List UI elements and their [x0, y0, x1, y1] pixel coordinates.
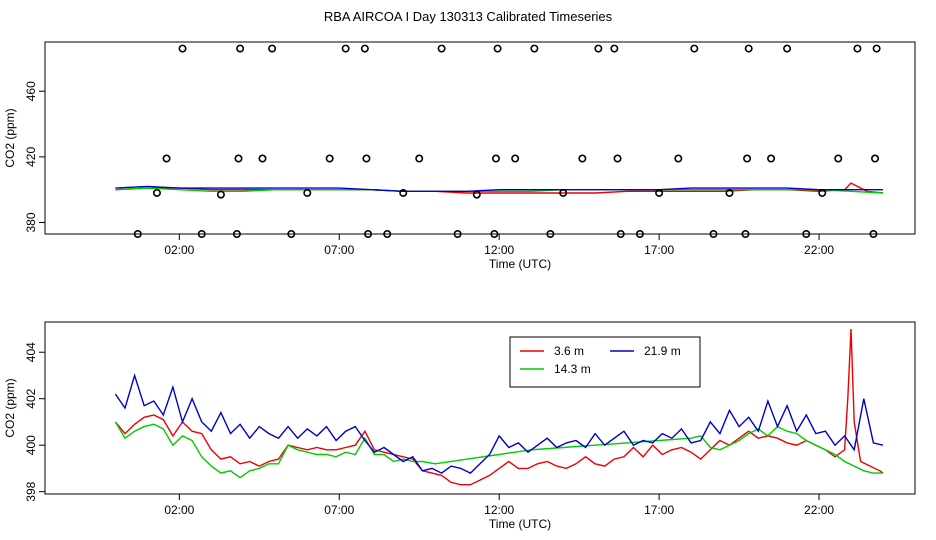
flag-point	[594, 44, 603, 53]
flag-point	[178, 44, 187, 53]
panel-1: 02:00 07:00 12:00 17:00 22:00 380 420 460 Time (…	[3, 41, 916, 271]
flag-point	[325, 154, 334, 163]
x-tick-label: 17:00	[644, 243, 674, 257]
flag-point	[741, 230, 750, 239]
x-tick-label: 12:00	[484, 243, 514, 257]
flag-point	[341, 44, 350, 53]
flag-point	[690, 44, 699, 53]
flag-point	[744, 44, 753, 53]
y-tick-label: 398	[24, 481, 38, 501]
flag-point	[610, 44, 619, 53]
flag-point	[818, 188, 827, 197]
y-axis-label: CO2 (ppm)	[3, 378, 17, 437]
x-tick-label: 17:00	[644, 503, 674, 517]
x-tick-label: 07:00	[324, 503, 354, 517]
series-line-21-9-m	[115, 185, 883, 193]
y-tick-label: 402	[24, 388, 38, 408]
flag-point	[364, 230, 373, 239]
flag-point	[802, 230, 811, 239]
legend-label: 3.6 m	[554, 344, 584, 358]
flag-point	[616, 230, 625, 239]
flag-point	[490, 230, 499, 239]
legend-label: 21.9 m	[644, 344, 681, 358]
flag-point	[491, 154, 500, 163]
series-line-14-3-m	[114, 421, 883, 479]
x-axis-label: Time (UTC)	[489, 257, 551, 271]
legend-label: 14.3 m	[554, 362, 591, 376]
flag-point	[216, 190, 225, 199]
plot-frame	[44, 321, 916, 495]
flag-point	[530, 44, 539, 53]
flag-point	[709, 230, 718, 239]
flag-point	[655, 188, 664, 197]
series-line-14-3-m	[115, 187, 884, 194]
flag-point	[362, 154, 371, 163]
flag-point	[613, 154, 622, 163]
flag-point	[152, 188, 161, 197]
x-tick-label: 22:00	[804, 503, 834, 517]
flag-point	[303, 188, 312, 197]
flag-point	[725, 188, 734, 197]
y-tick-label: 400	[24, 435, 38, 455]
flag-point	[437, 44, 446, 53]
flag-point	[767, 154, 776, 163]
flag-point	[472, 190, 481, 199]
y-tick-label: 420	[24, 147, 38, 167]
x-tick-label: 12:00	[484, 503, 514, 517]
flag-point	[383, 230, 392, 239]
flag-point	[234, 154, 243, 163]
flag-point	[869, 230, 878, 239]
flag-point	[674, 154, 683, 163]
flag-point	[133, 230, 142, 239]
flag-point	[360, 44, 369, 53]
flag-point	[635, 230, 644, 239]
series-line-21-9-m	[114, 373, 884, 474]
flag-point	[511, 154, 520, 163]
panel-2: 02:00 07:00 12:00 17:00 22:00 398 400 402 404 Tim…	[3, 321, 916, 531]
flag-point	[258, 154, 267, 163]
flag-point	[287, 230, 296, 239]
flag-point	[493, 44, 502, 53]
x-tick-label: 22:00	[804, 243, 834, 257]
series-line-3-6-m	[114, 328, 884, 486]
legend-box	[509, 336, 701, 388]
flag-point	[872, 44, 881, 53]
flag-point	[453, 230, 462, 239]
y-tick-label: 404	[24, 342, 38, 362]
flag-point	[578, 154, 587, 163]
flag-point	[853, 44, 862, 53]
series-line-3-6-m	[115, 182, 884, 194]
x-tick-label: 07:00	[324, 243, 354, 257]
flag-point	[236, 44, 245, 53]
x-axis-label: Time (UTC)	[489, 517, 551, 531]
x-tick-label: 02:00	[164, 243, 194, 257]
flag-point	[162, 154, 171, 163]
flag-point	[197, 230, 206, 239]
flag-point	[834, 154, 843, 163]
y-tick-label: 380	[24, 212, 38, 232]
figure-title: RBA AIRCOA I Day 130313 Calibrated Times…	[323, 9, 613, 24]
y-axis-label: CO2 (ppm)	[3, 108, 17, 167]
x-tick-label: 02:00	[164, 503, 194, 517]
flag-point	[559, 188, 568, 197]
plot-frame	[44, 41, 916, 235]
flag-point	[268, 44, 277, 53]
flag-point	[415, 154, 424, 163]
y-tick-label: 460	[24, 81, 38, 101]
flag-point	[871, 154, 880, 163]
flag-point	[232, 230, 241, 239]
flag-point	[783, 44, 792, 53]
flag-point	[399, 188, 408, 197]
flag-point	[546, 230, 555, 239]
flag-point	[743, 154, 752, 163]
